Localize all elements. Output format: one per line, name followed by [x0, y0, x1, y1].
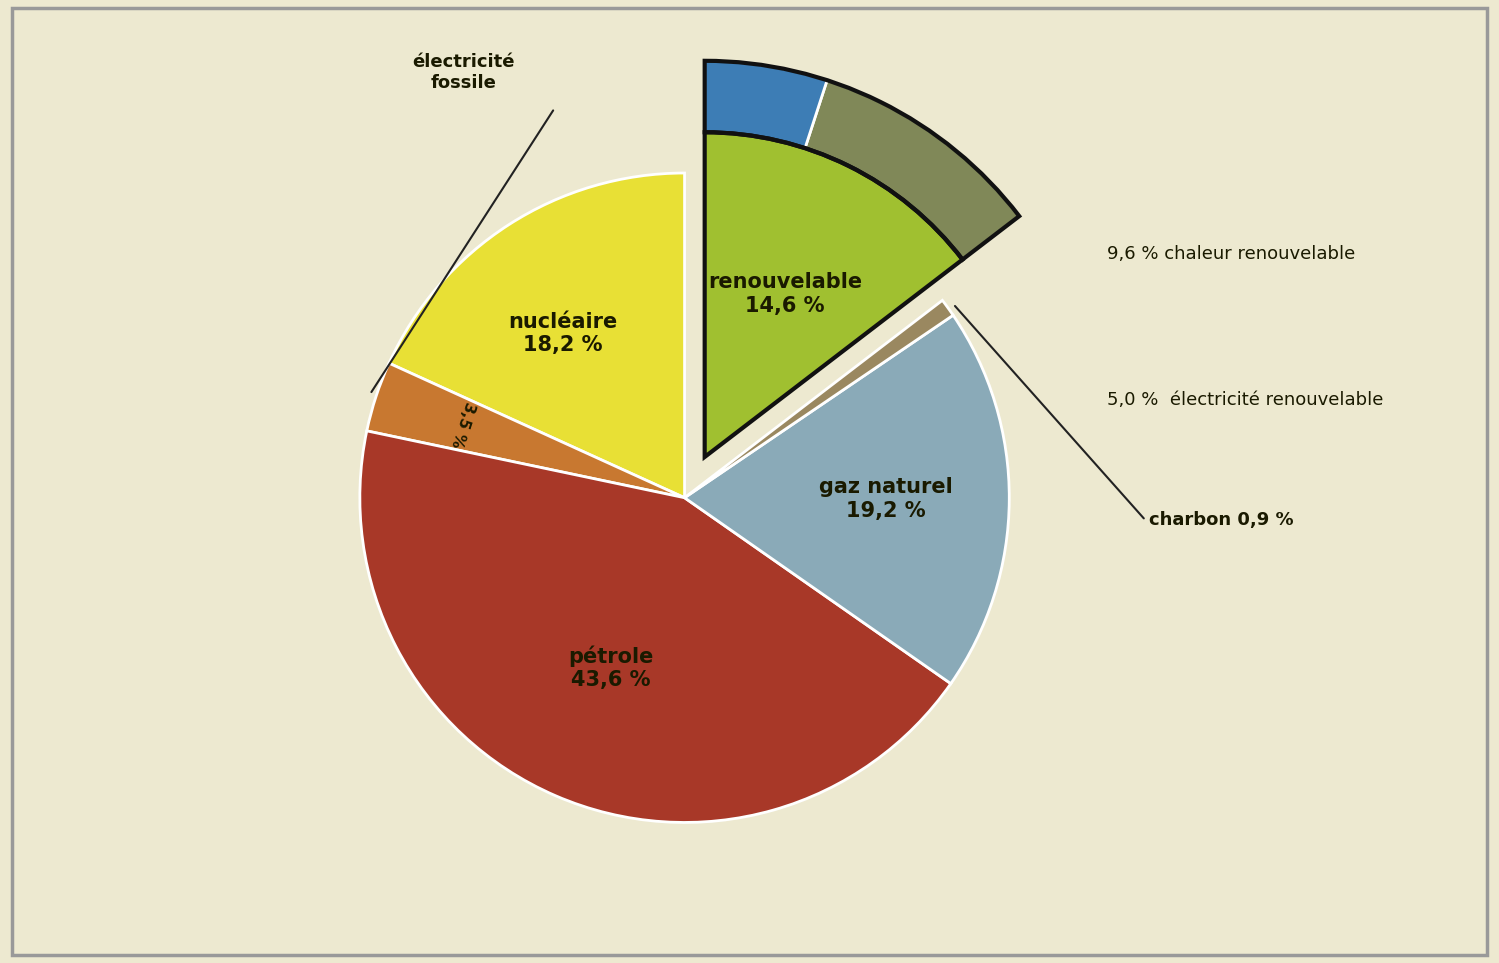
Text: gaz naturel
19,2 %: gaz naturel 19,2 %: [818, 478, 953, 521]
Wedge shape: [805, 80, 1019, 260]
Text: pétrole
43,6 %: pétrole 43,6 %: [568, 645, 654, 690]
Text: charbon 0,9 %: charbon 0,9 %: [1148, 511, 1294, 530]
Wedge shape: [685, 300, 953, 498]
Wedge shape: [705, 61, 827, 148]
Wedge shape: [367, 363, 685, 498]
Text: 3,5 %: 3,5 %: [448, 400, 477, 450]
Text: électricité
fossile: électricité fossile: [412, 53, 516, 91]
Wedge shape: [705, 132, 962, 457]
Text: nucléaire
18,2 %: nucléaire 18,2 %: [508, 312, 618, 355]
Text: 5,0 %  électricité renouvelable: 5,0 % électricité renouvelable: [1106, 391, 1384, 409]
Wedge shape: [685, 315, 1009, 684]
Text: 9,6 % chaleur renouvelable: 9,6 % chaleur renouvelable: [1106, 246, 1355, 263]
Wedge shape: [390, 173, 685, 498]
Text: renouvelable
14,6 %: renouvelable 14,6 %: [708, 273, 862, 316]
Wedge shape: [360, 430, 950, 822]
